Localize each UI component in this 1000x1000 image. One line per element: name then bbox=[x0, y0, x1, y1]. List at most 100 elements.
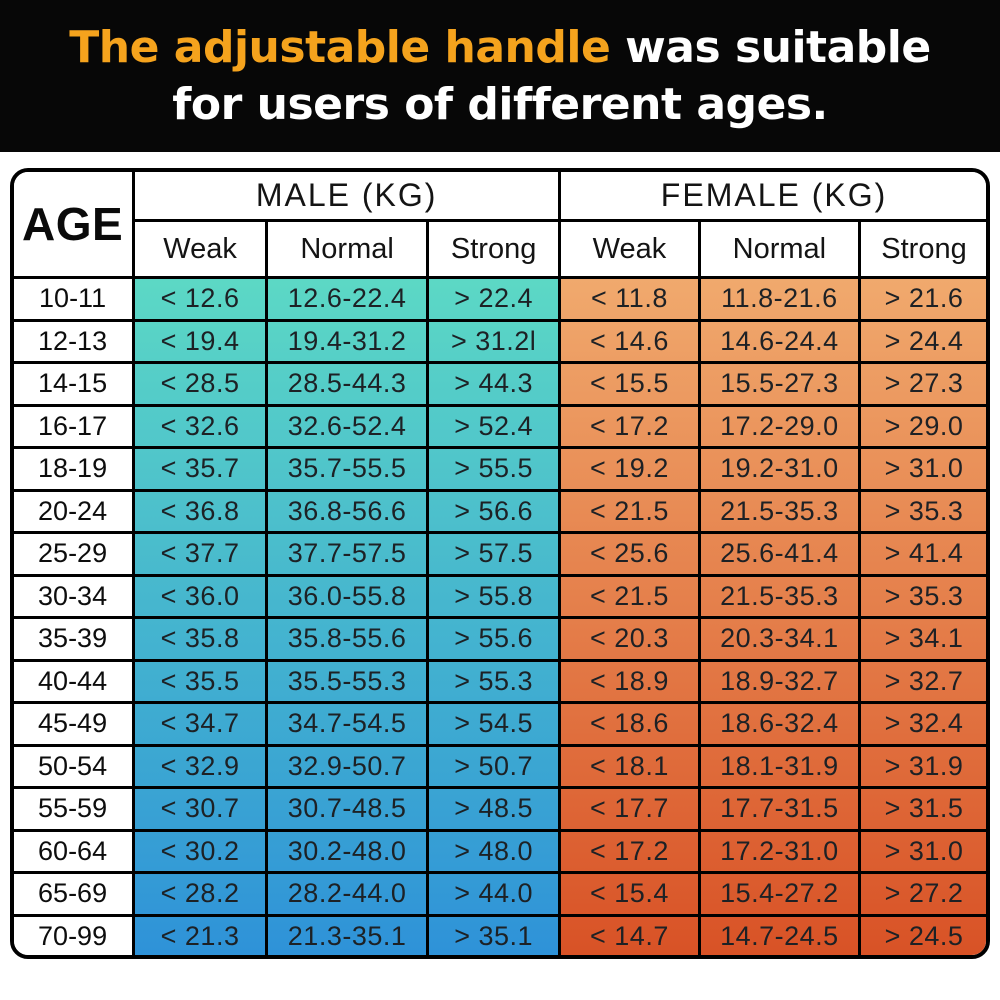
table-row: 70-99 < 21.3 21.3-35.1 > 35.1 < 14.7 14.… bbox=[14, 913, 986, 955]
female-weak-cell: < 14.6 bbox=[558, 318, 701, 364]
table-row: 45-49 < 34.7 34.7-54.5 > 54.5 < 18.6 18.… bbox=[14, 701, 986, 747]
table-row: 50-54 < 32.9 32.9-50.7 > 50.7 < 18.1 18.… bbox=[14, 743, 986, 789]
table-row: 40-44 < 35.5 35.5-55.3 > 55.3 < 18.9 18.… bbox=[14, 658, 986, 704]
female-strong-cell: > 41.4 bbox=[858, 531, 986, 577]
female-normal-cell: 21.5-35.3 bbox=[697, 488, 862, 534]
male-normal-cell: 37.7-57.5 bbox=[264, 531, 430, 577]
male-strong-cell: > 50.7 bbox=[426, 743, 562, 789]
male-weak-cell: < 36.8 bbox=[132, 488, 268, 534]
female-normal-cell: 19.2-31.0 bbox=[697, 446, 862, 492]
female-normal-cell: 21.5-35.3 bbox=[697, 573, 862, 619]
male-weak-cell: < 35.7 bbox=[132, 446, 268, 492]
female-strong-cell: > 34.1 bbox=[858, 616, 986, 662]
male-strong-cell: > 35.1 bbox=[426, 913, 562, 955]
banner-title-highlight: The adjustable handle bbox=[69, 21, 611, 73]
age-range-cell: 70-99 bbox=[14, 913, 136, 955]
male-weak-cell: < 19.4 bbox=[132, 318, 268, 364]
table-row: 30-34 < 36.0 36.0-55.8 > 55.8 < 21.5 21.… bbox=[14, 573, 986, 619]
table-body: 10-11 < 12.6 12.6-22.4 > 22.4 < 11.8 11.… bbox=[14, 276, 986, 955]
male-weak-cell: < 12.6 bbox=[132, 276, 268, 322]
table-row: 10-11 < 12.6 12.6-22.4 > 22.4 < 11.8 11.… bbox=[14, 276, 986, 322]
male-normal-cell: 28.5-44.3 bbox=[264, 361, 430, 407]
table-row: 18-19 < 35.7 35.7-55.5 > 55.5 < 19.2 19.… bbox=[14, 446, 986, 492]
age-range-cell: 18-19 bbox=[14, 446, 136, 492]
female-weak-cell: < 15.4 bbox=[558, 871, 701, 917]
male-normal-cell: 28.2-44.0 bbox=[264, 871, 430, 917]
male-weak-cell: < 28.2 bbox=[132, 871, 268, 917]
female-strong-cell: > 21.6 bbox=[858, 276, 986, 322]
male-normal-cell: 19.4-31.2 bbox=[264, 318, 430, 364]
table-row: 65-69 < 28.2 28.2-44.0 > 44.0 < 15.4 15.… bbox=[14, 871, 986, 917]
female-strong-cell: > 32.4 bbox=[858, 701, 986, 747]
male-normal-cell: 32.9-50.7 bbox=[264, 743, 430, 789]
female-strong-cell: > 29.0 bbox=[858, 403, 986, 449]
table-row: 12-13 < 19.4 19.4-31.2 > 31.2l < 14.6 14… bbox=[14, 318, 986, 364]
female-strong-cell: > 24.4 bbox=[858, 318, 986, 364]
male-strong-cell: > 44.0 bbox=[426, 871, 562, 917]
male-strong-cell: > 56.6 bbox=[426, 488, 562, 534]
banner-title-line2: for users of different ages. bbox=[172, 79, 828, 130]
female-normal-cell: 11.8-21.6 bbox=[697, 276, 862, 322]
age-range-cell: 16-17 bbox=[14, 403, 136, 449]
table-row: 55-59 < 30.7 30.7-48.5 > 48.5 < 17.7 17.… bbox=[14, 786, 986, 832]
male-weak-cell: < 36.0 bbox=[132, 573, 268, 619]
female-normal-cell: 15.4-27.2 bbox=[697, 871, 862, 917]
male-weak-cell: < 35.5 bbox=[132, 658, 268, 704]
male-strong-cell: > 54.5 bbox=[426, 701, 562, 747]
subheader-male-weak: Weak bbox=[132, 219, 268, 279]
male-strong-cell: > 44.3 bbox=[426, 361, 562, 407]
female-normal-cell: 14.7-24.5 bbox=[697, 913, 862, 955]
male-normal-cell: 35.7-55.5 bbox=[264, 446, 430, 492]
male-normal-cell: 34.7-54.5 bbox=[264, 701, 430, 747]
male-weak-cell: < 32.6 bbox=[132, 403, 268, 449]
female-group-header: FEMALE (KG) bbox=[558, 172, 986, 222]
male-normal-cell: 12.6-22.4 bbox=[264, 276, 430, 322]
strength-table: AGE MALE (KG) FEMALE (KG) Weak Normal St… bbox=[14, 172, 986, 955]
female-strong-cell: > 32.7 bbox=[858, 658, 986, 704]
male-strong-cell: > 31.2l bbox=[426, 318, 562, 364]
male-group-header: MALE (KG) bbox=[132, 172, 562, 222]
male-weak-cell: < 30.2 bbox=[132, 828, 268, 874]
female-weak-cell: < 21.5 bbox=[558, 488, 701, 534]
male-strong-cell: > 48.5 bbox=[426, 786, 562, 832]
male-strong-cell: > 52.4 bbox=[426, 403, 562, 449]
male-normal-cell: 36.8-56.6 bbox=[264, 488, 430, 534]
table-row: 60-64 < 30.2 30.2-48.0 > 48.0 < 17.2 17.… bbox=[14, 828, 986, 874]
age-range-cell: 60-64 bbox=[14, 828, 136, 874]
age-range-cell: 50-54 bbox=[14, 743, 136, 789]
male-strong-cell: > 57.5 bbox=[426, 531, 562, 577]
female-weak-cell: < 19.2 bbox=[558, 446, 701, 492]
female-strong-cell: > 35.3 bbox=[858, 573, 986, 619]
male-weak-cell: < 28.5 bbox=[132, 361, 268, 407]
female-normal-cell: 15.5-27.3 bbox=[697, 361, 862, 407]
male-normal-cell: 35.5-55.3 bbox=[264, 658, 430, 704]
male-weak-cell: < 32.9 bbox=[132, 743, 268, 789]
female-weak-cell: < 25.6 bbox=[558, 531, 701, 577]
female-weak-cell: < 17.7 bbox=[558, 786, 701, 832]
table-row: 14-15 < 28.5 28.5-44.3 > 44.3 < 15.5 15.… bbox=[14, 361, 986, 407]
female-normal-cell: 17.2-29.0 bbox=[697, 403, 862, 449]
age-range-cell: 40-44 bbox=[14, 658, 136, 704]
female-normal-cell: 25.6-41.4 bbox=[697, 531, 862, 577]
female-weak-cell: < 18.9 bbox=[558, 658, 701, 704]
banner-title-rest: was suitable bbox=[610, 21, 931, 73]
female-weak-cell: < 15.5 bbox=[558, 361, 701, 407]
banner-title-line1: The adjustable handle was suitable bbox=[69, 19, 931, 76]
female-normal-cell: 17.2-31.0 bbox=[697, 828, 862, 874]
female-strong-cell: > 31.0 bbox=[858, 446, 986, 492]
male-normal-cell: 21.3-35.1 bbox=[264, 913, 430, 955]
female-normal-cell: 14.6-24.4 bbox=[697, 318, 862, 364]
male-normal-cell: 30.7-48.5 bbox=[264, 786, 430, 832]
table-row: 25-29 < 37.7 37.7-57.5 > 57.5 < 25.6 25.… bbox=[14, 531, 986, 577]
male-strong-cell: > 55.8 bbox=[426, 573, 562, 619]
age-range-cell: 12-13 bbox=[14, 318, 136, 364]
male-weak-cell: < 35.8 bbox=[132, 616, 268, 662]
female-strong-cell: > 27.2 bbox=[858, 871, 986, 917]
male-strong-cell: > 55.5 bbox=[426, 446, 562, 492]
female-strong-cell: > 24.5 bbox=[858, 913, 986, 955]
male-weak-cell: < 37.7 bbox=[132, 531, 268, 577]
subheader-female-weak: Weak bbox=[558, 219, 701, 279]
female-weak-cell: < 14.7 bbox=[558, 913, 701, 955]
female-normal-cell: 18.1-31.9 bbox=[697, 743, 862, 789]
female-strong-cell: > 35.3 bbox=[858, 488, 986, 534]
